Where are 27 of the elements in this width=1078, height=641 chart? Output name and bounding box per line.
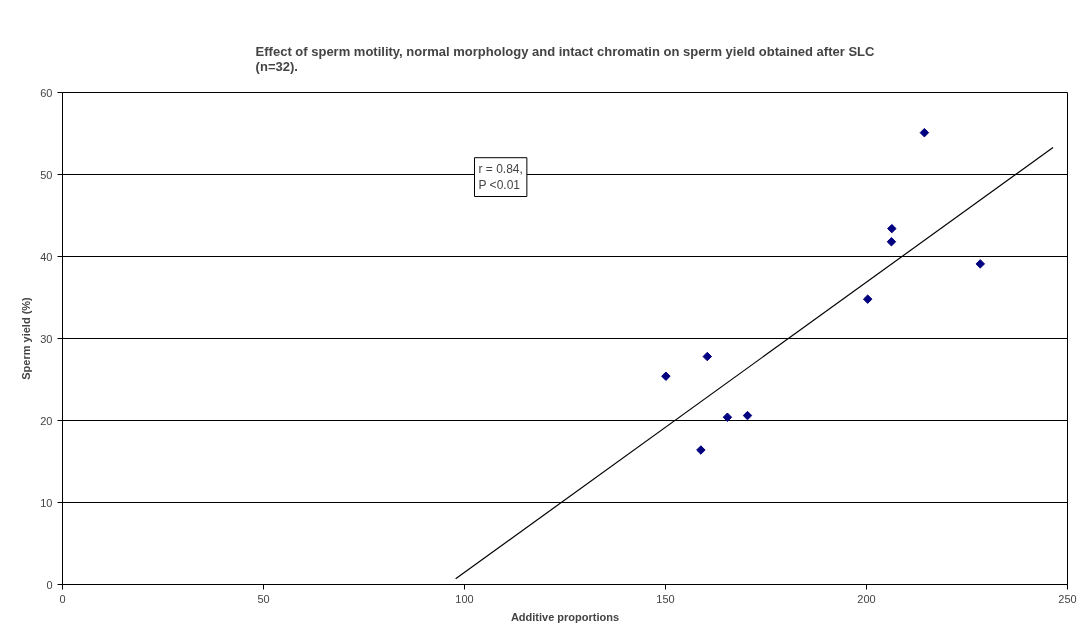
point bbox=[702, 351, 713, 362]
x-tick-label: 150 bbox=[656, 592, 675, 605]
annotation: r = 0.84, P <0.01 bbox=[478, 161, 523, 193]
y-axis-title: Sperm yield (%) bbox=[20, 296, 33, 380]
x-axis-title: Additive proportions bbox=[510, 610, 620, 623]
y-tick-label: 10 bbox=[40, 496, 53, 509]
y-tick-label: 40 bbox=[40, 250, 53, 263]
point bbox=[661, 371, 671, 381]
y-tick-label: 20 bbox=[40, 414, 53, 427]
point bbox=[696, 445, 706, 455]
point bbox=[862, 294, 873, 304]
y-tick-label: 50 bbox=[40, 168, 53, 181]
y-tick-label: 30 bbox=[40, 332, 53, 345]
x-tick-label: 250 bbox=[1058, 592, 1077, 605]
x-tick-label: 50 bbox=[257, 592, 270, 605]
point bbox=[887, 223, 897, 234]
y-tick-label: 0 bbox=[46, 578, 53, 591]
point bbox=[742, 410, 753, 421]
x-tick-label: 200 bbox=[857, 592, 876, 605]
point bbox=[919, 127, 930, 138]
x-tick-label: 0 bbox=[59, 592, 66, 605]
point bbox=[886, 237, 897, 247]
x-tick-label: 100 bbox=[455, 592, 474, 605]
chart-title: Effect of sperm motility, normal morphology and intact chromatin on sperm yield obtained after SLC (n=32). bbox=[255, 43, 875, 74]
y-tick-label: 60 bbox=[40, 86, 53, 99]
point bbox=[722, 412, 733, 422]
point bbox=[975, 259, 986, 269]
